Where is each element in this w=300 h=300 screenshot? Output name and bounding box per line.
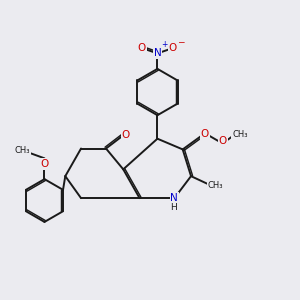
- Text: CH₃: CH₃: [232, 130, 248, 139]
- Text: O: O: [138, 43, 146, 53]
- Text: O: O: [40, 159, 49, 169]
- Text: CH₃: CH₃: [208, 181, 223, 190]
- Text: +: +: [161, 40, 167, 49]
- Text: N: N: [154, 48, 161, 59]
- Text: O: O: [219, 136, 227, 146]
- Text: CH₃: CH₃: [14, 146, 30, 155]
- Text: O: O: [201, 129, 209, 139]
- Text: O: O: [122, 130, 130, 140]
- Text: N: N: [170, 193, 178, 203]
- Text: H: H: [170, 203, 177, 212]
- Text: −: −: [178, 37, 185, 46]
- Text: O: O: [169, 43, 177, 53]
